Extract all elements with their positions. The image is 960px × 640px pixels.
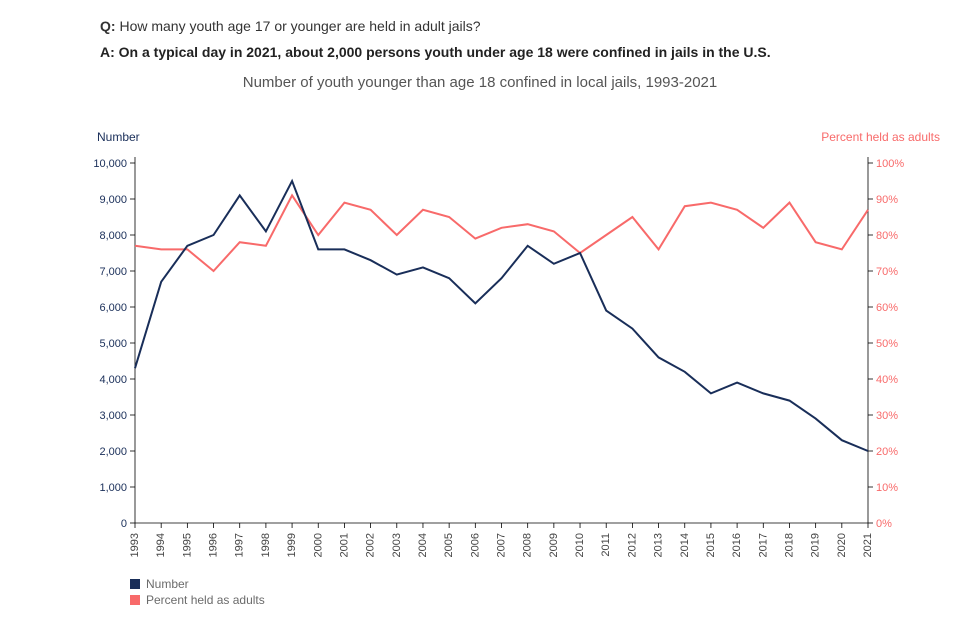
xtick-label: 2020 <box>836 533 848 557</box>
ytick-right: 80% <box>876 230 898 242</box>
ytick-right: 30% <box>876 410 898 422</box>
xtick-label: 2019 <box>810 533 822 557</box>
question-line: Q: How many youth age 17 or younger are … <box>100 18 960 34</box>
answer-line: A: On a typical day in 2021, about 2,000… <box>100 44 960 60</box>
xtick-label: 2011 <box>600 533 612 557</box>
ytick-left: 3,000 <box>99 410 127 422</box>
xtick-label: 2017 <box>757 533 769 557</box>
ytick-right: 50% <box>876 338 898 350</box>
ytick-left: 1,000 <box>99 482 127 494</box>
xtick-label: 1994 <box>155 533 167 557</box>
chart-area: Number Percent held as adults 0 1,000 2,000 3… <box>0 103 960 613</box>
ytick-left: 8,000 <box>99 230 127 242</box>
ytick-right: 100% <box>876 158 904 170</box>
xtick-label: 2004 <box>417 533 429 557</box>
xtick-label: 2014 <box>679 533 691 557</box>
ytick-left: 2,000 <box>99 446 127 458</box>
xtick-label: 2015 <box>705 533 717 557</box>
answer-text: On a typical day in 2021, about 2,000 pe… <box>119 44 771 60</box>
q-label: Q: <box>100 18 116 34</box>
ytick-left: 6,000 <box>99 302 127 314</box>
ytick-left: 5,000 <box>99 338 127 350</box>
line-percent <box>135 195 868 271</box>
xtick-label: 2016 <box>731 533 743 557</box>
legend: Number Percent held as adults <box>130 577 265 609</box>
xtick-label: 2007 <box>496 533 508 557</box>
header: Q: How many youth age 17 or younger are … <box>0 0 960 60</box>
legend-item-number: Number <box>130 577 265 591</box>
xtick-label: 2005 <box>443 533 455 557</box>
legend-swatch-number <box>130 579 140 589</box>
ytick-right: 20% <box>876 446 898 458</box>
question-text: How many youth age 17 or younger are hel… <box>119 18 480 34</box>
right-axis-label: Percent held as adults <box>821 130 940 144</box>
xtick-label: 2009 <box>548 533 560 557</box>
xtick-label: 2021 <box>862 533 874 557</box>
xtick-label: 1995 <box>181 533 193 557</box>
chart-svg: Number Percent held as adults 0 1,000 2,000 3… <box>0 103 960 613</box>
legend-item-percent: Percent held as adults <box>130 593 265 607</box>
a-label: A: <box>100 44 115 60</box>
ytick-right: 90% <box>876 194 898 206</box>
xtick-label: 2006 <box>469 533 481 557</box>
xtick-label: 2008 <box>522 533 534 557</box>
ytick-left: 7,000 <box>99 266 127 278</box>
xtick-label: 2013 <box>653 533 665 557</box>
xtick-label: 2001 <box>338 533 350 557</box>
xtick-label: 2002 <box>365 533 377 557</box>
xtick-label: 1998 <box>260 533 272 557</box>
xtick-label: 2000 <box>312 533 324 557</box>
xtick-label: 1997 <box>234 533 246 557</box>
ytick-left: 9,000 <box>99 194 127 206</box>
xtick-label: 2010 <box>574 533 586 557</box>
xtick-label: 2003 <box>391 533 403 557</box>
line-number <box>135 181 868 451</box>
ytick-left: 4,000 <box>99 374 127 386</box>
ytick-right: 0% <box>876 518 892 530</box>
ytick-left: 10,000 <box>93 158 127 170</box>
xtick-label: 2012 <box>626 533 638 557</box>
xtick-label: 1999 <box>286 533 298 557</box>
ytick-left: 0 <box>121 518 127 530</box>
legend-label-percent: Percent held as adults <box>146 593 265 607</box>
legend-label-number: Number <box>146 577 189 591</box>
xtick-label: 2018 <box>783 533 795 557</box>
xtick-label: 1993 <box>129 533 141 557</box>
chart-title: Number of youth younger than age 18 conf… <box>0 74 960 91</box>
ytick-right: 60% <box>876 302 898 314</box>
legend-swatch-percent <box>130 595 140 605</box>
ytick-right: 70% <box>876 266 898 278</box>
xtick-label: 1996 <box>208 533 220 557</box>
ytick-right: 40% <box>876 374 898 386</box>
left-axis-label: Number <box>97 130 140 144</box>
ytick-right: 10% <box>876 482 898 494</box>
